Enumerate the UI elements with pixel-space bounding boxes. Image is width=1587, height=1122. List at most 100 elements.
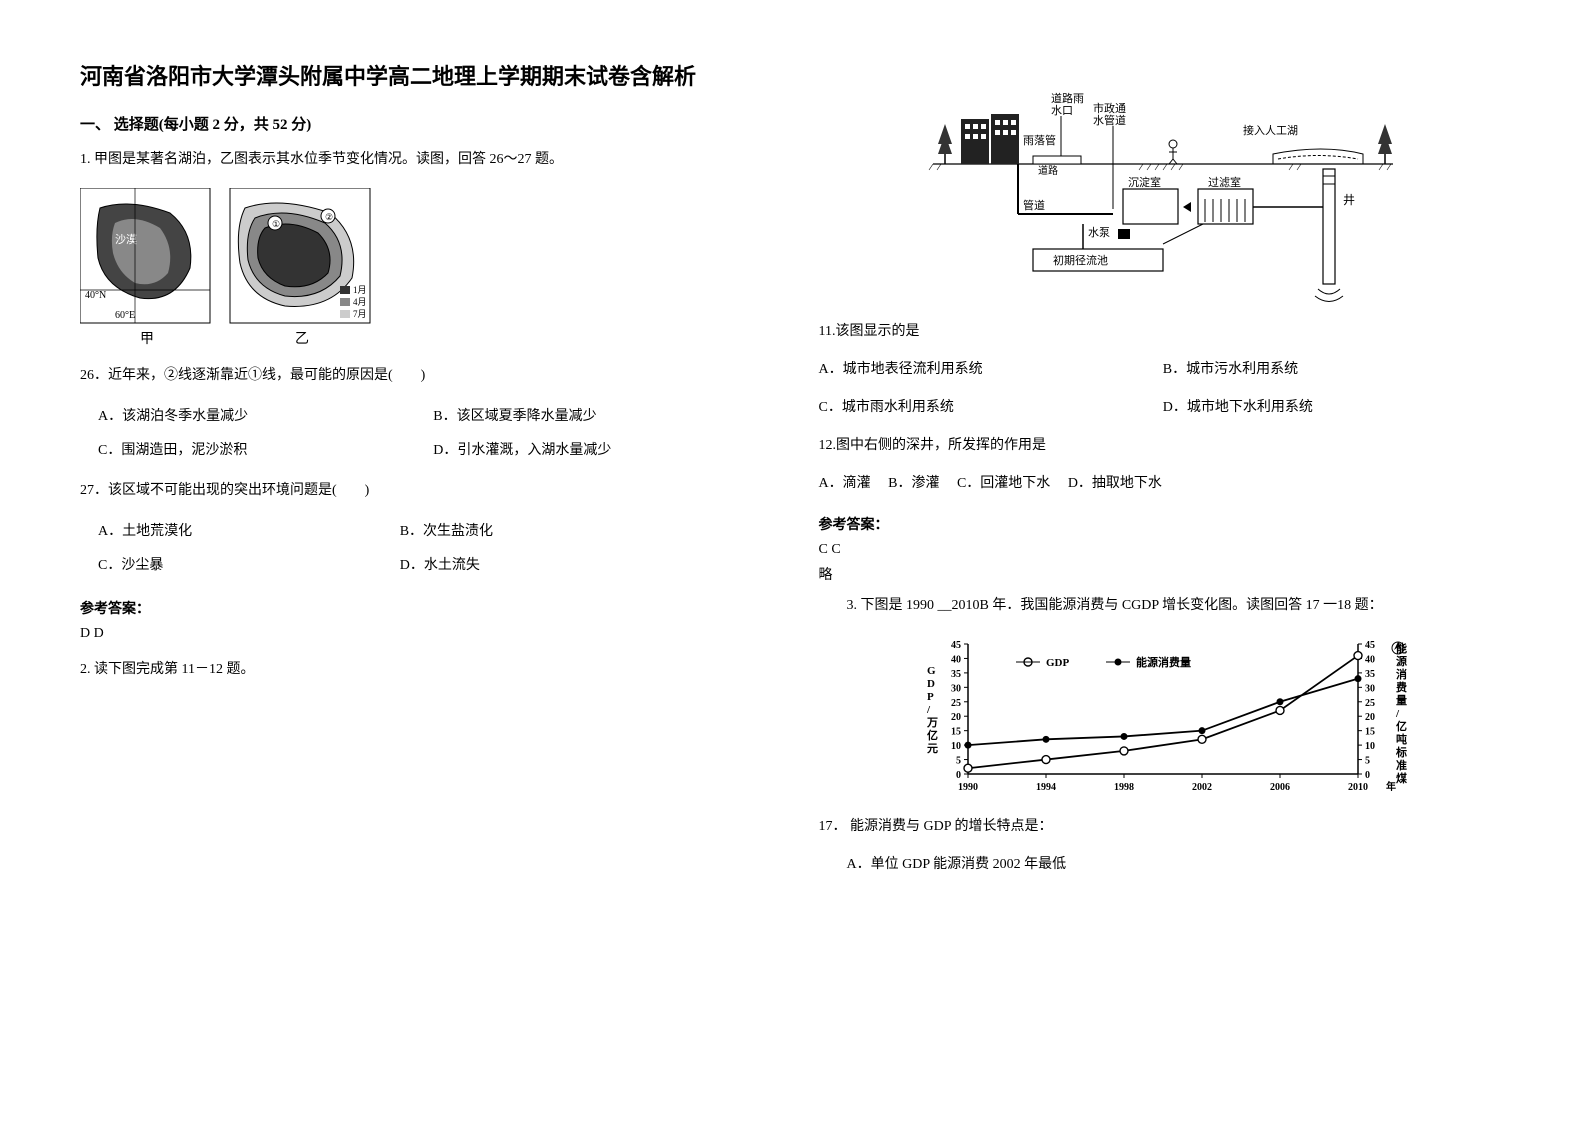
svg-text:20: 20 [951, 712, 961, 723]
mark-1: ① [272, 219, 280, 229]
legend-1: 1月 [353, 285, 367, 295]
svg-text:费: 费 [1396, 680, 1407, 694]
q26-options-cd: C．围湖造田，泥沙淤积 D．引水灌溉，入湖水量减少 [98, 434, 769, 468]
q26-option-c: C．围湖造田，泥沙淤积 [98, 434, 433, 468]
figure-lake-map: 沙漠 40°N 60°E 甲 ① ② 1月 4月 [80, 188, 769, 348]
figure-gdp-energy-chart: 0055101015152020252530303535404045451990… [819, 634, 1508, 799]
lbl-rain-road: 道路雨 [1051, 91, 1084, 105]
answer-label-2: 参考答案： [819, 514, 1508, 534]
svg-text:元: 元 [927, 742, 938, 755]
svg-text:能源消费量: 能源消费量 [1136, 655, 1191, 669]
right-column: 道路雨 水口 雨落管 市政通 水管道 接入人工湖 道路 [819, 60, 1508, 889]
svg-text:年: 年 [1386, 780, 1396, 793]
svg-text:20: 20 [1365, 712, 1375, 723]
svg-text:25: 25 [1365, 698, 1375, 709]
svg-text:1998: 1998 [1114, 782, 1134, 793]
svg-text:亿: 亿 [1396, 719, 1407, 733]
q2-note: 略 [819, 564, 1508, 584]
q11-stem: 11.该图显示的是 [819, 318, 1508, 346]
lbl-road: 道路 [1038, 164, 1058, 177]
lbl-muni: 市政通 [1093, 101, 1126, 115]
svg-text:2006: 2006 [1270, 782, 1290, 793]
lbl-filter: 过滤室 [1208, 175, 1241, 189]
svg-text:2002: 2002 [1192, 782, 1212, 793]
q27-option-a: A．土地荒漠化 [98, 515, 400, 549]
lbl-lake: 接入人工湖 [1243, 124, 1298, 137]
svg-text:35: 35 [951, 669, 961, 680]
svg-text:消: 消 [1396, 667, 1407, 681]
svg-text:15: 15 [1365, 727, 1375, 738]
svg-text:40: 40 [951, 654, 961, 665]
svg-text:10: 10 [1365, 741, 1375, 752]
svg-text:30: 30 [1365, 683, 1375, 694]
svg-text:1990: 1990 [958, 782, 978, 793]
lbl-rain-gutter: 雨落管 [1023, 133, 1056, 147]
q27-option-d: D．水土流失 [400, 549, 769, 583]
q26-option-a: A．该湖泊冬季水量减少 [98, 400, 433, 434]
svg-text:25: 25 [951, 698, 961, 709]
svg-text:准: 准 [1396, 758, 1407, 772]
svg-text:35: 35 [1365, 669, 1375, 680]
svg-text:/: / [1395, 708, 1400, 720]
lbl-initial: 初期径流池 [1053, 253, 1108, 267]
svg-text:标: 标 [1395, 745, 1407, 759]
svg-text:5: 5 [1365, 756, 1370, 767]
svg-text:45: 45 [951, 640, 961, 651]
q2-answer: C C [819, 542, 1508, 558]
q11-option-b: B．城市污水利用系统 [1163, 356, 1507, 384]
svg-text:煤: 煤 [1396, 771, 1408, 785]
lbl-pipe: 管道 [1023, 198, 1045, 212]
section-1-header: 一、 选择题(每小题 2 分，共 52 分) [80, 113, 769, 134]
svg-text:1994: 1994 [1036, 782, 1056, 793]
svg-text:GDP: GDP [1046, 657, 1070, 669]
legend-3: 7月 [353, 309, 367, 319]
q27-options-ab: A．土地荒漠化 B．次生盐渍化 [98, 515, 769, 549]
q1-answer: D D [80, 626, 769, 642]
document-title: 河南省洛阳市大学潭头附属中学高二地理上学期期末试卷含解析 [80, 60, 769, 93]
svg-text:D: D [927, 678, 935, 690]
q27-option-c: C．沙尘暴 [98, 549, 400, 583]
q12-option-b: B．渗灌 [888, 476, 939, 491]
svg-text:G: G [927, 665, 936, 677]
q12-options: A．滴灌 B．渗灌 C．回灌地下水 D．抽取地下水 [819, 470, 1508, 498]
q26-options-ab: A．该湖泊冬季水量减少 B．该区域夏季降水量减少 [98, 400, 769, 434]
answer-label-1: 参考答案： [80, 598, 769, 618]
svg-text:亿: 亿 [927, 728, 938, 742]
q26-option-b: B．该区域夏季降水量减少 [433, 400, 768, 434]
yi-label: 乙 [295, 331, 309, 347]
svg-text:水管道: 水管道 [1093, 113, 1126, 127]
q26-option-d: D．引水灌溉，入湖水量减少 [433, 434, 768, 468]
q2-stem: 2. 读下图完成第 11－12 题。 [80, 656, 769, 684]
legend-2: 4月 [353, 297, 367, 307]
q26-stem: 26．近年来，②线逐渐靠近①线，最可能的原因是( ) [80, 362, 769, 390]
q3-stem: 3. 下图是 1990 __2010B 年．我国能源消费与 CGDP 增长变化图… [847, 592, 1508, 620]
lon-label: 60°E [115, 310, 135, 321]
mark-2: ② [325, 212, 333, 222]
lbl-sed: 沉淀室 [1128, 175, 1161, 189]
svg-text:P: P [927, 691, 934, 703]
jia-label: 甲 [140, 332, 154, 347]
svg-text:5: 5 [956, 756, 961, 767]
q11-options-cd: C．城市雨水利用系统 D．城市地下水利用系统 [819, 394, 1508, 422]
svg-text:40: 40 [1365, 654, 1375, 665]
svg-text:10: 10 [951, 741, 961, 752]
q27-stem: 27．该区域不可能出现的突出环境问题是( ) [80, 477, 769, 505]
svg-text:0: 0 [956, 770, 961, 781]
tree-icon [938, 124, 952, 164]
lbl-well: 井 [1343, 193, 1355, 207]
desert-label: 沙漠 [115, 233, 137, 246]
svg-text:2010: 2010 [1348, 782, 1368, 793]
q12-option-a: A．滴灌 [819, 476, 871, 491]
tree-icon [1378, 124, 1392, 164]
q17-option-a: A．单位 GDP 能源消费 2002 年最低 [847, 851, 1508, 879]
svg-text:万: 万 [926, 716, 938, 729]
svg-text:45: 45 [1365, 640, 1375, 651]
svg-text:水口: 水口 [1051, 104, 1073, 117]
svg-text:量: 量 [1396, 694, 1407, 707]
figure-rainwater-system: 道路雨 水口 雨落管 市政通 水管道 接入人工湖 道路 [819, 74, 1508, 304]
q27-option-b: B．次生盐渍化 [400, 515, 769, 549]
svg-text:/: / [926, 704, 931, 716]
q12-option-c: C．回灌地下水 [957, 476, 1050, 491]
svg-text:0: 0 [1365, 770, 1370, 781]
q11-option-c: C．城市雨水利用系统 [819, 394, 1163, 422]
